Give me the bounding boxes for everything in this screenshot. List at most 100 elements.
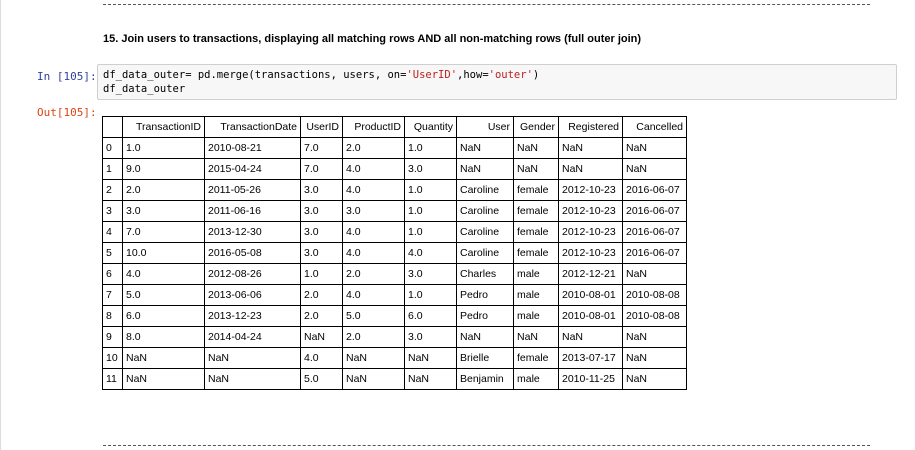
table-row: 7 5.0 2013-06-06 2.0 4.0 1.0 Pedro male 2010-08-… [102, 284, 687, 306]
dataframe-table: TransactionID TransactionDate UserID Produc… [102, 116, 687, 390]
table-cell: 4.0 [404, 242, 457, 264]
table-cell: male [513, 368, 559, 390]
table-cell: NaN [122, 368, 205, 390]
table-row: 1 9.0 2015-04-24 7.0 4.0 3.0 NaN NaN NaN NaN [102, 158, 687, 180]
table-cell: NaN [558, 137, 623, 159]
table-cell: 3.0 [404, 158, 457, 180]
table-cell: 1.0 [404, 179, 457, 201]
table-header-row: TransactionID TransactionDate UserID Produc… [102, 116, 687, 138]
row-index: 1 [102, 158, 123, 180]
table-cell: 9.0 [122, 158, 205, 180]
table-cell: 3.0 [300, 242, 343, 264]
table-cell: NaN [300, 326, 343, 348]
table-cell: 2.0 [300, 305, 343, 327]
table-row: 4 7.0 2013-12-30 3.0 4.0 1.0 Caroline female 201… [102, 221, 687, 243]
code-string-userid: 'UserID' [406, 69, 458, 81]
table-cell: 1.0 [300, 263, 343, 285]
table-cell: 2010-08-01 [558, 284, 623, 306]
row-index: 2 [102, 179, 123, 201]
table-cell: 2010-08-21 [204, 137, 301, 159]
table-cell: 2012-10-23 [558, 242, 623, 264]
output-prompt: Out[105]: [37, 106, 97, 119]
table-cell: Caroline [456, 200, 514, 222]
table-cell: 2010-08-08 [622, 305, 687, 327]
table-cell: 4.0 [342, 179, 405, 201]
table-row: 5 10.0 2016-05-08 3.0 4.0 4.0 Caroline female 20… [102, 242, 687, 264]
table-cell: 3.0 [300, 221, 343, 243]
table-cell: 10.0 [122, 242, 205, 264]
table-cell: 5.0 [342, 305, 405, 327]
row-index: 0 [102, 137, 123, 159]
column-header: Registered [558, 116, 623, 138]
table-cell: NaN [456, 326, 514, 348]
table-cell: 2.0 [342, 326, 405, 348]
table-cell: male [513, 263, 559, 285]
table-cell: 2.0 [342, 263, 405, 285]
table-cell: NaN [513, 158, 559, 180]
row-index: 5 [102, 242, 123, 264]
table-cell: 3.0 [122, 200, 205, 222]
table-row: 10 NaN NaN 4.0 NaN NaN Brielle female 2013-07-17… [102, 347, 687, 369]
table-row: 11 NaN NaN 5.0 NaN NaN Benjamin male 2010-11-25 N… [102, 368, 687, 390]
table-cell: 6.0 [404, 305, 457, 327]
row-index: 3 [102, 200, 123, 222]
table-cell: 2016-05-08 [204, 242, 301, 264]
table-cell: Caroline [456, 221, 514, 243]
table-cell: 2014-04-24 [204, 326, 301, 348]
table-cell: 2012-12-21 [558, 263, 623, 285]
table-cell: 3.0 [404, 326, 457, 348]
horizontal-rule [103, 445, 870, 446]
code-how-kw: ,how= [457, 69, 489, 81]
table-cell: male [513, 305, 559, 327]
table-cell: 4.0 [342, 221, 405, 243]
table-cell: 2.0 [122, 179, 205, 201]
table-cell: Pedro [456, 305, 514, 327]
row-index: 9 [102, 326, 123, 348]
table-cell: 2012-08-26 [204, 263, 301, 285]
code-cell-input[interactable]: df_data_outer= pd.merge(transactions, us… [97, 64, 897, 100]
input-prompt: In [105]: [37, 70, 97, 83]
code-close-paren: ) [532, 69, 540, 81]
column-header: TransactionDate [204, 116, 301, 138]
table-cell: Brielle [456, 347, 514, 369]
table-cell: 2.0 [300, 284, 343, 306]
table-cell: Pedro [456, 284, 514, 306]
table-cell: NaN [404, 368, 457, 390]
table-cell: 7.0 [122, 221, 205, 243]
table-cell: 2011-06-16 [204, 200, 301, 222]
horizontal-rule [103, 4, 870, 5]
table-cell: 2013-12-23 [204, 305, 301, 327]
table-cell: 4.0 [342, 158, 405, 180]
table-cell: Caroline [456, 179, 514, 201]
table-cell: female [513, 179, 559, 201]
table-cell: 2013-07-17 [558, 347, 623, 369]
table-cell: 1.0 [404, 221, 457, 243]
table-cell: 4.0 [122, 263, 205, 285]
index-header [102, 116, 123, 138]
table-cell: NaN [513, 137, 559, 159]
table-cell: male [513, 284, 559, 306]
table-cell: NaN [342, 347, 405, 369]
table-cell: Caroline [456, 242, 514, 264]
column-header: Quantity [404, 116, 457, 138]
table-cell: 4.0 [342, 284, 405, 306]
column-header: User [456, 116, 514, 138]
table-cell: 2011-05-26 [204, 179, 301, 201]
table-cell: NaN [342, 368, 405, 390]
table-cell: 1.0 [404, 200, 457, 222]
output-area: TransactionID TransactionDate UserID Produc… [102, 116, 687, 390]
table-cell: 2013-06-06 [204, 284, 301, 306]
table-cell: NaN [513, 326, 559, 348]
table-cell: NaN [456, 158, 514, 180]
table-row: 8 6.0 2013-12-23 2.0 5.0 6.0 Pedro male 2010-08-… [102, 305, 687, 327]
table-cell: 1.0 [404, 284, 457, 306]
table-cell: female [513, 221, 559, 243]
row-index: 8 [102, 305, 123, 327]
table-cell: NaN [622, 347, 687, 369]
row-index: 6 [102, 263, 123, 285]
column-header: ProductID [342, 116, 405, 138]
markdown-heading: 15. Join users to transactions, displayi… [103, 33, 642, 45]
table-cell: 3.0 [300, 200, 343, 222]
column-header: UserID [300, 116, 343, 138]
